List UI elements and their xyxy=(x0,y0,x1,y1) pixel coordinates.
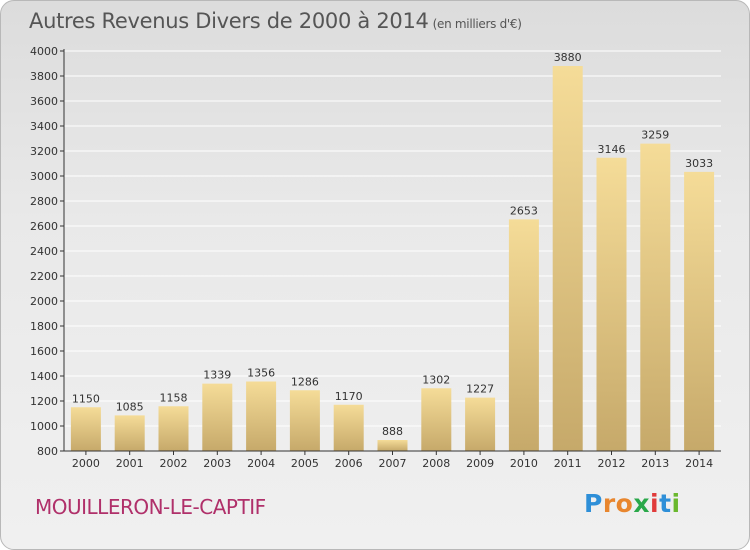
logo-letter: x xyxy=(633,489,650,518)
x-tick-label: 2006 xyxy=(335,457,363,470)
bar xyxy=(114,415,145,451)
data-label: 3146 xyxy=(598,143,626,156)
logo-letter: P xyxy=(584,489,603,518)
x-tick-label: 2008 xyxy=(422,457,450,470)
bar xyxy=(508,219,539,451)
x-tick-label: 2014 xyxy=(685,457,713,470)
y-tick-label: 3200 xyxy=(30,145,58,158)
y-tick-label: 2400 xyxy=(30,245,58,258)
title-text: Autres Revenus Divers de 2000 à 2014 xyxy=(29,9,429,33)
x-tick-label: 2003 xyxy=(203,457,231,470)
bar xyxy=(421,388,452,451)
y-tick-label: 3000 xyxy=(30,170,58,183)
y-tick-label: 1000 xyxy=(30,420,58,433)
x-tick-label: 2007 xyxy=(379,457,407,470)
bar xyxy=(596,157,627,451)
bar xyxy=(640,143,671,451)
x-tick-label: 2010 xyxy=(510,457,538,470)
data-label: 1085 xyxy=(116,400,144,413)
bar xyxy=(70,407,101,451)
y-tick-label: 1200 xyxy=(30,395,58,408)
x-tick-label: 2013 xyxy=(641,457,669,470)
data-label: 1286 xyxy=(291,375,319,388)
logo-letter: i xyxy=(650,489,660,518)
x-tick-label: 2001 xyxy=(116,457,144,470)
x-tick-label: 2005 xyxy=(291,457,319,470)
y-tick-label: 800 xyxy=(37,445,58,458)
x-tick-label: 2002 xyxy=(160,457,188,470)
x-tick-label: 2009 xyxy=(466,457,494,470)
proxiti-logo: Proxiti xyxy=(584,489,681,518)
logo-letter: r xyxy=(602,489,616,518)
y-tick-label: 2000 xyxy=(30,295,58,308)
bar xyxy=(246,381,277,451)
y-tick-label: 1400 xyxy=(30,370,58,383)
data-label: 1150 xyxy=(72,392,100,405)
bar xyxy=(552,66,583,451)
y-tick-label: 3800 xyxy=(30,70,58,83)
x-tick-label: 2004 xyxy=(247,457,275,470)
y-tick-label: 4000 xyxy=(30,45,58,58)
chart-title: Autres Revenus Divers de 2000 à 2014 (en … xyxy=(29,9,522,33)
x-tick-label: 2011 xyxy=(554,457,582,470)
bar xyxy=(684,171,715,451)
data-label: 1356 xyxy=(247,367,275,380)
logo-letter: t xyxy=(659,489,672,518)
bar xyxy=(289,390,320,451)
logo-letter: o xyxy=(615,489,634,518)
bar xyxy=(377,440,408,451)
location-name: MOUILLERON-LE-CAPTIF xyxy=(35,495,266,519)
x-tick-label: 2000 xyxy=(72,457,100,470)
data-label: 3033 xyxy=(685,157,713,170)
data-label: 3259 xyxy=(641,129,669,142)
title-unit: (en milliers d'€) xyxy=(432,17,522,31)
data-label: 888 xyxy=(382,425,403,438)
y-tick-label: 3600 xyxy=(30,95,58,108)
y-tick-label: 2200 xyxy=(30,270,58,283)
bar xyxy=(202,383,233,451)
data-label: 1227 xyxy=(466,383,494,396)
y-tick-label: 2800 xyxy=(30,195,58,208)
data-label: 2653 xyxy=(510,204,538,217)
bar xyxy=(465,397,496,451)
x-tick-label: 2012 xyxy=(598,457,626,470)
y-tick-label: 1800 xyxy=(30,320,58,333)
y-tick-label: 2600 xyxy=(30,220,58,233)
data-label: 1170 xyxy=(335,390,363,403)
bar xyxy=(158,406,189,451)
data-label: 1302 xyxy=(422,373,450,386)
bar xyxy=(333,404,364,451)
data-label: 1339 xyxy=(203,369,231,382)
data-label: 3880 xyxy=(554,51,582,64)
data-label: 1158 xyxy=(160,391,188,404)
logo-letter: i xyxy=(671,489,681,518)
y-tick-label: 3400 xyxy=(30,120,58,133)
y-tick-label: 1600 xyxy=(30,345,58,358)
